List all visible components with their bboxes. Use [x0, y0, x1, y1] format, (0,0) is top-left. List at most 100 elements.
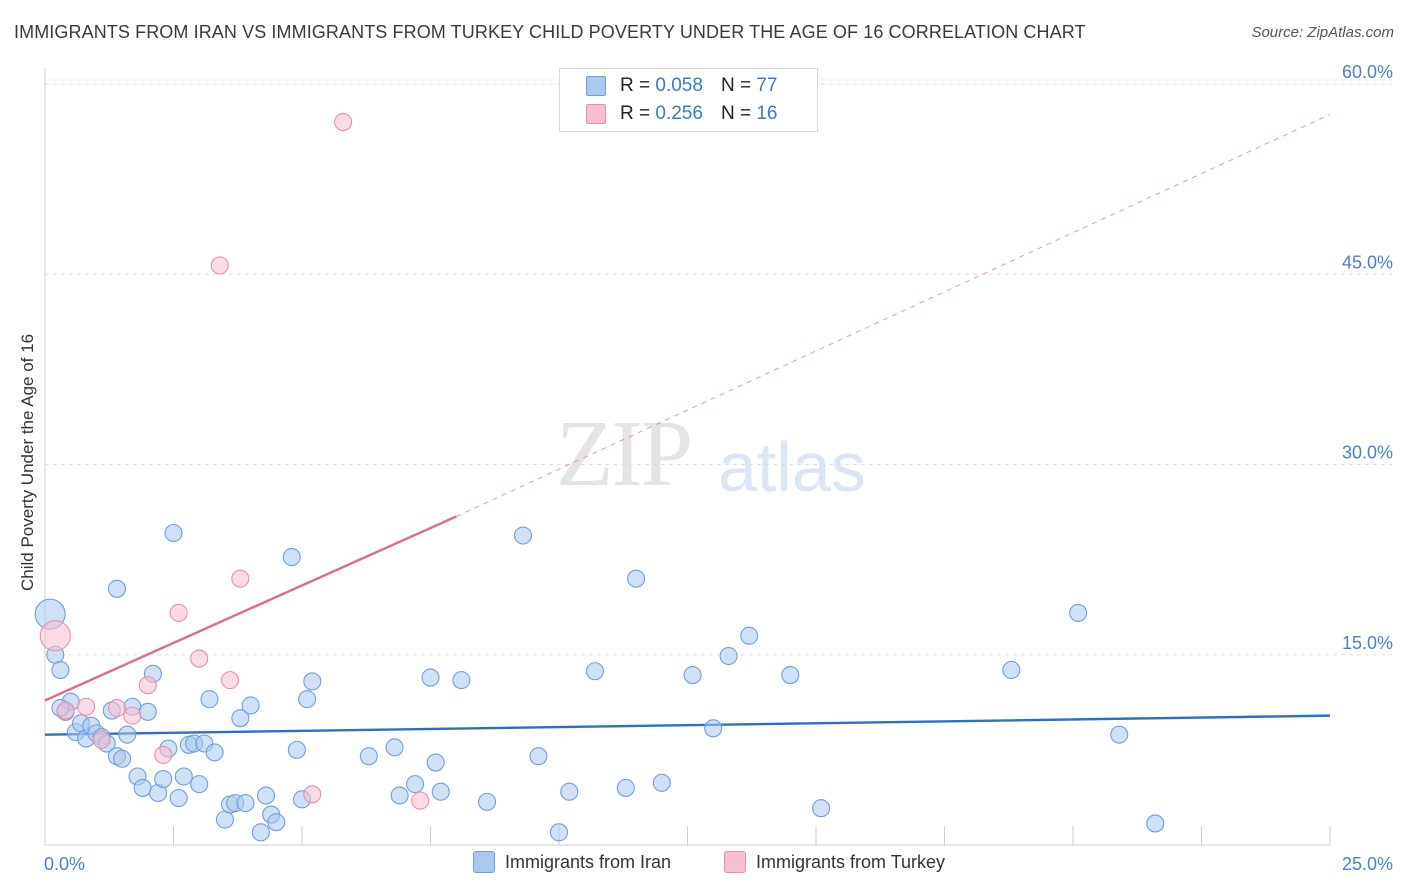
iran-r-value: 0.058	[655, 75, 703, 96]
iran-point	[683, 665, 702, 685]
correlation-legend: R = 0.058 N = 77 R = 0.256 N = 16	[559, 68, 818, 132]
iran-point	[585, 662, 605, 681]
iran-point	[236, 794, 255, 813]
turkey-trend-extension	[455, 113, 1331, 517]
iran-point	[298, 690, 317, 709]
watermark-atlas: atlas	[718, 428, 866, 506]
iran-point	[740, 626, 759, 645]
iran-point	[205, 743, 224, 762]
iran-point	[513, 526, 533, 545]
iran-point	[431, 782, 450, 801]
iran-point	[406, 775, 425, 794]
axes	[44, 68, 1331, 846]
iran-point	[154, 769, 173, 789]
x-tick-label-min: 0.0%	[44, 854, 85, 874]
turkey-point	[303, 785, 322, 804]
iran-point	[549, 823, 569, 842]
turkey-point	[334, 113, 353, 132]
axis-labels: 15.0% 30.0% 45.0% 60.0% 0.0% 25.0% Child Pover…	[18, 62, 1393, 874]
turkey-point	[107, 698, 127, 718]
iran-point	[169, 789, 188, 808]
iran-point	[174, 767, 193, 786]
watermark-zip: ZIP	[556, 402, 693, 506]
iran-point	[267, 813, 286, 832]
turkey-point	[138, 676, 157, 695]
y-axis-label: Child Poverty Under the Age of 16	[18, 334, 37, 591]
turkey-n-value: 16	[756, 103, 778, 124]
iran-n-value: 77	[756, 75, 778, 96]
turkey-point	[210, 256, 229, 275]
iran-point	[390, 786, 409, 805]
iran-n-label: N =	[720, 75, 752, 96]
iran-point	[1110, 725, 1129, 744]
turkey-point	[231, 569, 250, 588]
iran-point	[652, 773, 671, 792]
iran-point	[560, 782, 579, 801]
iran-point	[164, 523, 183, 543]
turkey-point	[77, 697, 96, 716]
iran-point	[359, 747, 378, 766]
iran-point	[1069, 603, 1088, 622]
iran-point	[51, 660, 70, 680]
iran-point	[282, 548, 301, 567]
legend-row-iran: R = 0.058 N = 77	[586, 74, 777, 98]
turkey-legend-swatch	[724, 851, 746, 873]
turkey-trend-line	[44, 515, 457, 702]
iran-point	[781, 665, 800, 685]
iran-legend-label: Immigrants from Iran	[505, 851, 672, 872]
iran-point	[107, 579, 127, 598]
turkey-point	[92, 730, 111, 749]
iran-point	[812, 799, 831, 818]
legend-row-turkey: R = 0.256 N = 16	[586, 102, 777, 126]
iran-swatch	[586, 76, 606, 96]
iran-point	[627, 569, 646, 588]
iran-point	[719, 646, 738, 666]
data-points	[34, 113, 1165, 842]
iran-point	[1002, 660, 1021, 680]
iran-point	[385, 738, 404, 757]
turkey-point	[123, 706, 142, 725]
turkey-point	[190, 649, 209, 668]
iran-point	[138, 702, 157, 721]
iran-point	[231, 709, 250, 728]
iran-point	[215, 810, 234, 829]
turkey-point	[154, 745, 173, 764]
x-tick-label-max: 25.0%	[1342, 854, 1393, 874]
turkey-r-value: 0.256	[655, 103, 703, 124]
iran-trend-line	[44, 714, 1331, 736]
gridlines	[45, 79, 1392, 656]
turkey-point	[56, 701, 75, 720]
iran-point	[251, 823, 270, 842]
turkey-point	[411, 791, 430, 810]
iran-point	[704, 719, 723, 738]
trend-lines	[44, 113, 1331, 736]
turkey-swatch	[586, 104, 606, 124]
iran-point	[421, 668, 440, 687]
iran-point	[256, 786, 276, 805]
iran-point	[118, 725, 137, 744]
iran-point	[616, 778, 635, 797]
turkey-point	[169, 603, 188, 622]
turkey-n-label: N =	[720, 103, 752, 124]
turkey-legend-label: Immigrants from Turkey	[756, 851, 946, 872]
y-tick-label: 15.0%	[1342, 633, 1393, 653]
bottom-legend-iran: Immigrants from Iran	[473, 851, 671, 873]
y-tick-label: 30.0%	[1342, 443, 1393, 463]
iran-point	[303, 672, 322, 691]
turkey-r-label: R =	[620, 103, 651, 124]
chart-title: IMMIGRANTS FROM IRAN VS IMMIGRANTS FROM …	[14, 22, 1086, 42]
iran-point	[190, 775, 209, 794]
iran-point	[426, 753, 445, 772]
iran-point	[287, 740, 306, 759]
iran-r-label: R =	[620, 75, 651, 96]
iran-legend-swatch	[473, 851, 495, 873]
iran-point	[1146, 814, 1165, 833]
bottom-legend-turkey: Immigrants from Turkey	[724, 851, 945, 873]
y-tick-label: 60.0%	[1342, 62, 1393, 82]
source-label: Source: ZipAtlas.com	[1251, 24, 1394, 41]
iran-point	[133, 778, 152, 797]
turkey-point	[39, 620, 71, 652]
iran-point	[113, 749, 132, 768]
y-tick-label: 45.0%	[1342, 252, 1393, 272]
